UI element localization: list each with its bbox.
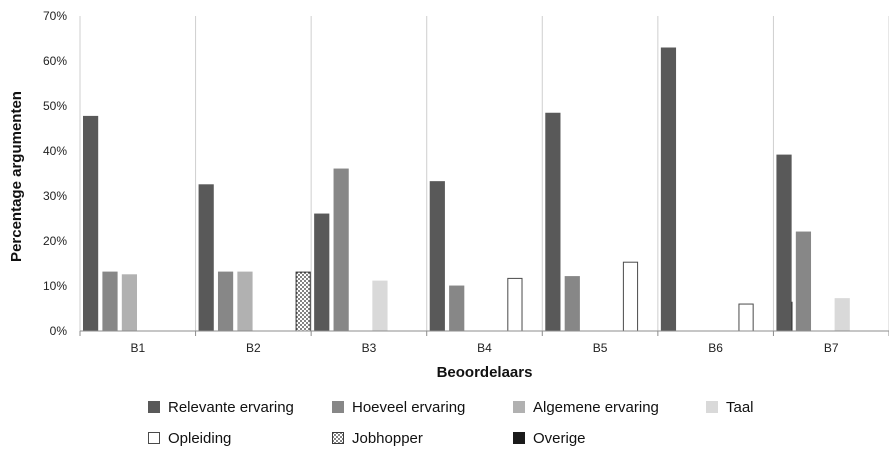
bar-hoeveel-ervaring-b7 [795,231,812,331]
x-tick-label: B7 [824,341,839,355]
legend-swatch [148,432,160,444]
bar-hoeveel-ervaring-b2 [217,271,234,331]
bar-hoeveel-ervaring-b1 [102,271,118,331]
grid [79,16,889,331]
bar-taal-b7 [834,298,850,331]
legend-swatch [513,401,525,413]
x-axis-title: Beoordelaars [437,364,533,381]
legend-item-algemene-ervaring: Algemene ervaring [513,399,659,416]
bar-relevante-ervaring-b7 [776,154,792,331]
y-tick-label: 30% [43,189,67,203]
x-tick-label: B2 [246,341,261,355]
bar-hoeveel-ervaring-b3 [333,168,349,331]
bar-opleiding-b5 [622,261,639,332]
legend-swatch [148,401,160,413]
x-axis-ticks: B1 B2 B3 B4 B5 B6 B7 [130,341,838,355]
bar-relevante-ervaring-b1 [83,115,99,332]
bar-algemene-ervaring-b1 [121,274,137,331]
legend-label: Algemene ervaring [533,399,659,416]
legend-item-taal: Taal [706,399,754,416]
y-tick-label: 10% [43,279,67,293]
legend-label: Jobhopper [352,430,423,447]
y-tick-label: 50% [43,99,67,113]
bar-hoeveel-ervaring-b5 [564,276,580,331]
y-tick-label: 0% [50,324,68,338]
x-tick-label: B5 [593,341,608,355]
bar-relevante-ervaring-b2 [198,184,214,331]
legend-label: Relevante ervaring [168,399,294,416]
axes [79,330,889,336]
legend-item-relevante-ervaring: Relevante ervaring [148,399,294,416]
bar-relevante-ervaring-b3 [314,213,330,331]
legend-item-hoeveel-ervaring: Hoeveel ervaring [332,399,465,416]
legend-swatch [706,401,718,413]
legend-label: Taal [726,399,754,416]
x-tick-label: B3 [362,341,377,355]
bar-opleiding-b4 [507,277,523,332]
bar-taal-b3 [372,280,388,331]
legend-item-overige: Overige [513,430,586,447]
legend-label: Hoeveel ervaring [352,399,465,416]
bar-relevante-ervaring-b4 [429,181,445,331]
y-tick-label: 60% [43,54,67,68]
y-axis-title: Percentage argumenten [8,91,25,262]
legend-label: Overige [533,430,586,447]
legend-swatch [513,432,525,444]
x-tick-label: B6 [708,341,723,355]
legend-label: Opleiding [168,430,231,447]
bar-relevante-ervaring-b6 [660,47,677,331]
legend-item-opleiding: Opleiding [148,430,231,447]
y-tick-label: 40% [43,144,67,158]
y-tick-label: 70% [43,9,67,23]
x-tick-label: B1 [130,341,145,355]
bar-relevante-ervaring-b5 [545,112,561,331]
y-axis-ticks: 0% 10% 20% 30% 40% 50% 60% 70% [43,9,67,338]
bar-algemene-ervaring-b2 [237,271,253,331]
bar-hoeveel-ervaring-b4 [449,285,465,331]
legend-swatch [332,401,344,413]
x-tick-label: B4 [477,341,492,355]
y-tick-label: 20% [43,234,67,248]
legend-item-jobhopper: Jobhopper [332,430,423,447]
legend: Relevante ervaring Hoeveel ervaring Algeme… [148,399,754,447]
bars [83,47,850,332]
legend-swatch [332,432,344,444]
bar-jobhopper-b2 [295,271,311,332]
bar-opleiding-b6 [738,303,754,332]
